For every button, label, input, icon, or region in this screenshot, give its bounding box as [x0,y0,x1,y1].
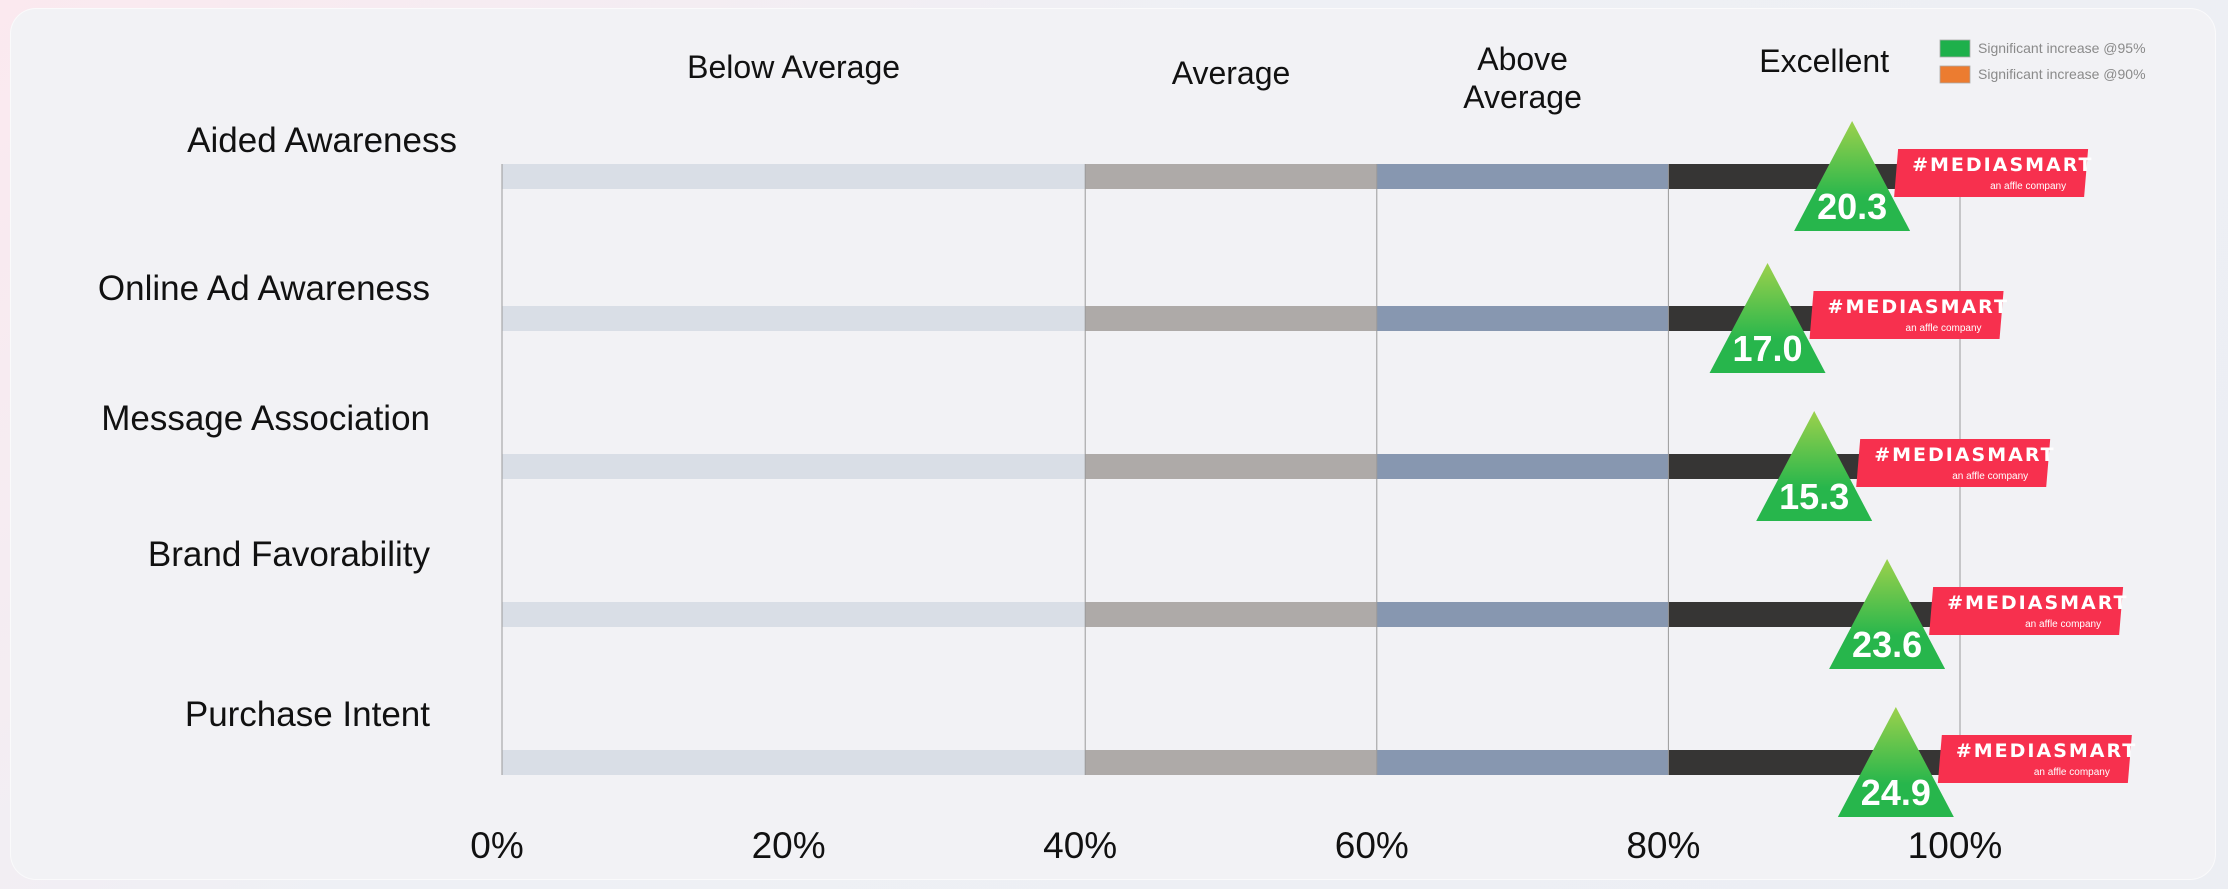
mediasmart-logo-text: #MEDIASMART [1947,592,2128,614]
mediasmart-logo-subtext: an affle company [2025,619,2101,630]
band-segment [1376,750,1669,775]
x-tick-label: 60% [1335,825,1409,866]
band-segment [1085,306,1377,331]
mediasmart-logo-badge [1856,439,2051,487]
legend-swatch [1939,65,1971,84]
x-tick-label: 0% [470,825,523,866]
band-segment [1376,602,1669,627]
band-segment [502,602,1086,627]
value-label: 24.9 [1861,772,1931,813]
mediasmart-logo-text: #MEDIASMART [1956,740,2137,762]
significance-triangle-marker [1756,411,1873,521]
value-label: 17.0 [1733,328,1803,369]
band-segment [502,306,1086,331]
value-label: 15.3 [1779,476,1849,517]
band-label: Below Average [687,49,900,85]
category-label: Purchase Intent [185,695,430,734]
mediasmart-logo-badge [1894,149,2089,197]
significance-triangle-marker [1709,263,1826,373]
legend-label: Significant increase @95% [1978,40,2146,56]
band-segment [502,454,1086,479]
band-segment [1085,750,1377,775]
band-segment [1376,306,1669,331]
mediasmart-logo-text: #MEDIASMART [1874,444,2055,466]
band-segment [1085,454,1377,479]
mediasmart-logo-subtext: an affle company [1990,181,2066,192]
category-label: Brand Favorability [148,535,431,574]
significance-triangle-marker [1794,121,1911,231]
mediasmart-logo-subtext: an affle company [2034,767,2110,778]
band-label: Above Average [1463,41,1582,115]
band-segment [1376,164,1669,189]
band-segment [502,750,1086,775]
mediasmart-logo-text: #MEDIASMART [1912,154,2093,176]
legend-label: Significant increase @90% [1978,66,2146,82]
category-label: Message Association [101,399,430,438]
band-label: Excellent [1759,43,1889,79]
legend-swatch [1939,39,1971,58]
value-label: 20.3 [1817,186,1887,227]
band-segment [1376,454,1669,479]
mediasmart-logo-subtext: an affle company [1952,471,2028,482]
x-tick-label: 40% [1043,825,1117,866]
mediasmart-logo-subtext: an affle company [1906,323,1982,334]
x-tick-label: 100% [1908,825,2003,866]
band-label: Average [1172,55,1291,91]
category-label: Aided Awareness [187,121,457,160]
mediasmart-logo-badge [1809,291,2004,339]
significance-triangle-marker [1829,559,1946,669]
band-segment [1085,164,1377,189]
category-label: Online Ad Awareness [98,269,430,308]
value-label: 23.6 [1852,624,1922,665]
x-tick-label: 20% [752,825,826,866]
mediasmart-logo-badge [1937,735,2132,783]
mediasmart-logo-text: #MEDIASMART [1828,296,2009,318]
mediasmart-logo-badge [1929,587,2124,635]
band-segment [1085,602,1377,627]
band-segment [502,164,1086,189]
x-tick-label: 80% [1626,825,1700,866]
significance-triangle-marker [1837,707,1954,817]
